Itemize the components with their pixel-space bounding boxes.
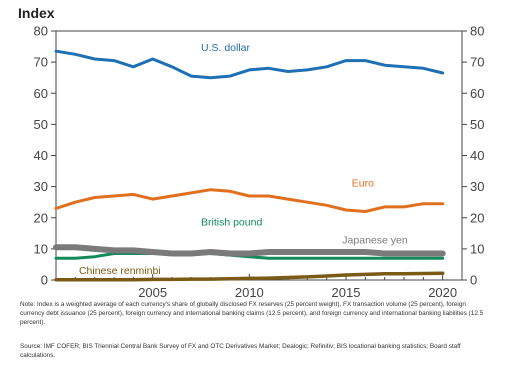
y-tick-label-left: 20 [34, 210, 48, 225]
y-tick-label-left: 30 [34, 179, 48, 194]
y-ticks-right: 0 10 20 30 40 50 60 70 80 [462, 24, 484, 288]
y-tick-label-left: 60 [34, 86, 48, 101]
x-tick-label: 2005 [138, 285, 167, 300]
x-tick-label: 2015 [332, 285, 361, 300]
series-line-japanese-yen [53, 244, 446, 257]
chart-source: Source: IMF COFER; BIS Triennial Central… [20, 343, 461, 359]
series-line-chinese-renminbi [54, 271, 445, 282]
series-label-chinese-renminbi: Chinese renminbi [79, 265, 161, 277]
x-ticks: 2005 2010 2015 2020 [74, 274, 457, 300]
chart-note: Note: Index is a weighted average of eac… [20, 301, 484, 326]
series-line-british-pound [54, 250, 445, 260]
series-line-euro [54, 188, 445, 213]
y-tick-label-right: 10 [470, 241, 484, 256]
y-tick-label-left: 50 [34, 117, 48, 132]
y-tick-label-right: 40 [470, 148, 484, 163]
x-tick-label: 2020 [428, 285, 457, 300]
series-label-japanese-yen: Japanese yen [342, 234, 408, 246]
y-tick-label-right: 30 [470, 179, 484, 194]
y-tick-label-left: 70 [34, 55, 48, 70]
y-tick-label-right: 0 [470, 273, 477, 288]
series-label-u-s-dollar: U.S. dollar [201, 42, 251, 54]
y-tick-label-right: 70 [470, 55, 484, 70]
y-tick-label-right: 80 [470, 24, 484, 39]
y-tick-label-right: 20 [470, 210, 484, 225]
y-ticks-left: 0 10 20 30 40 50 60 70 80 [34, 24, 56, 288]
series-layer [53, 49, 446, 282]
y-tick-label-left: 10 [34, 241, 48, 256]
series-label-british-pound: British pound [201, 217, 262, 229]
y-tick-label-right: 50 [470, 117, 484, 132]
series-label-euro: Euro [352, 178, 374, 190]
y-tick-label-left: 40 [34, 148, 48, 163]
x-tick-label: 2010 [235, 285, 264, 300]
series-line-u-s-dollar [54, 49, 445, 80]
y-axis-label: Index [18, 5, 55, 21]
y-tick-label-right: 60 [470, 86, 484, 101]
series-labels: U.S. dollar Euro British pound Japanese yen… [79, 42, 408, 277]
y-tick-label-left: 0 [41, 273, 48, 288]
y-tick-label-left: 80 [34, 24, 48, 39]
chart-svg: Index 0 10 20 30 40 50 60 70 80 0 10 20 30 40 50 60 70 8… [18, 5, 484, 300]
